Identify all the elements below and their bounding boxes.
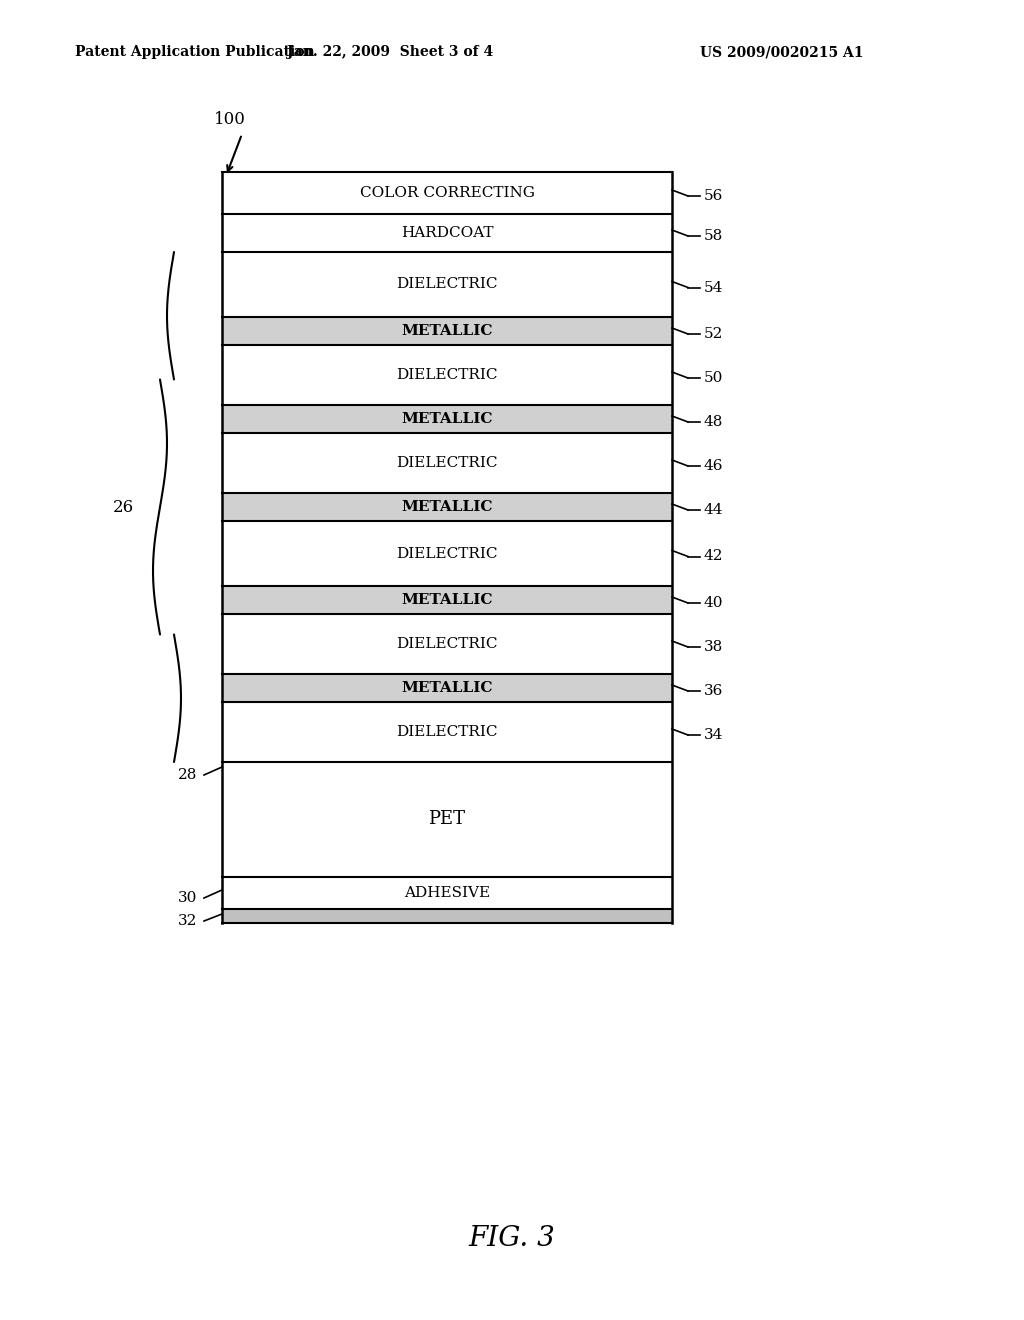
Text: 38: 38 — [705, 640, 723, 653]
Text: 44: 44 — [705, 503, 724, 517]
Bar — [222, 405, 672, 433]
Text: DIELECTRIC: DIELECTRIC — [396, 638, 498, 651]
Bar — [222, 317, 672, 345]
Text: 40: 40 — [705, 597, 724, 610]
Text: METALLIC: METALLIC — [401, 681, 493, 696]
Bar — [222, 614, 672, 675]
Text: Patent Application Publication: Patent Application Publication — [75, 45, 314, 59]
Text: FIG. 3: FIG. 3 — [469, 1225, 555, 1251]
Text: METALLIC: METALLIC — [401, 323, 493, 338]
Bar — [222, 702, 672, 762]
Text: 28: 28 — [177, 768, 197, 781]
Text: 54: 54 — [705, 281, 723, 294]
Text: DIELECTRIC: DIELECTRIC — [396, 546, 498, 561]
Text: 34: 34 — [705, 729, 723, 742]
Text: COLOR CORRECTING: COLOR CORRECTING — [359, 186, 535, 201]
Text: 52: 52 — [705, 327, 723, 341]
Text: 48: 48 — [705, 414, 723, 429]
Text: METALLIC: METALLIC — [401, 500, 493, 513]
Text: METALLIC: METALLIC — [401, 593, 493, 607]
Text: DIELECTRIC: DIELECTRIC — [396, 368, 498, 381]
Bar — [222, 252, 672, 317]
Bar — [222, 675, 672, 702]
Bar — [222, 492, 672, 521]
Bar — [222, 586, 672, 614]
Bar — [222, 521, 672, 586]
Text: 58: 58 — [705, 228, 723, 243]
Bar — [222, 172, 672, 214]
Bar — [222, 909, 672, 923]
Text: US 2009/0020215 A1: US 2009/0020215 A1 — [700, 45, 863, 59]
Text: 30: 30 — [177, 891, 197, 906]
Bar — [222, 433, 672, 492]
Bar — [222, 762, 672, 876]
Text: 36: 36 — [705, 684, 723, 698]
Text: ADHESIVE: ADHESIVE — [403, 886, 490, 900]
Text: 46: 46 — [705, 459, 724, 473]
Text: 32: 32 — [177, 913, 197, 928]
Text: DIELECTRIC: DIELECTRIC — [396, 725, 498, 739]
Text: 50: 50 — [705, 371, 723, 385]
Text: 26: 26 — [113, 499, 134, 516]
Bar — [222, 214, 672, 252]
Text: DIELECTRIC: DIELECTRIC — [396, 455, 498, 470]
Text: METALLIC: METALLIC — [401, 412, 493, 426]
Text: Jan. 22, 2009  Sheet 3 of 4: Jan. 22, 2009 Sheet 3 of 4 — [287, 45, 494, 59]
Text: DIELECTRIC: DIELECTRIC — [396, 277, 498, 292]
Text: 42: 42 — [705, 549, 724, 564]
Text: PET: PET — [428, 810, 466, 829]
Text: 100: 100 — [214, 111, 246, 128]
Bar — [222, 876, 672, 909]
Text: HARDCOAT: HARDCOAT — [400, 226, 494, 240]
Bar — [222, 345, 672, 405]
Text: 56: 56 — [705, 189, 723, 203]
